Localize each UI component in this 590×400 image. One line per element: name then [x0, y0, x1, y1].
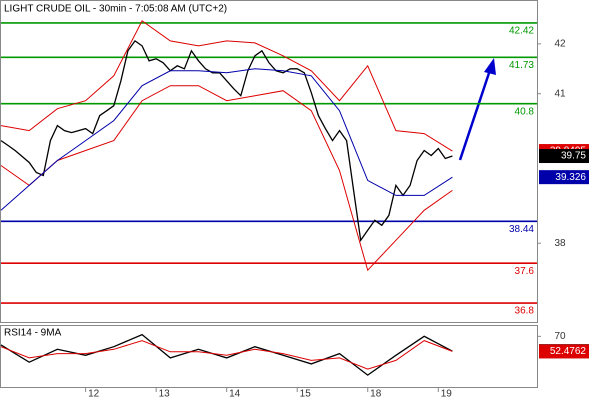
price-frame	[0, 0, 538, 323]
x-tick-label: 15	[300, 389, 312, 400]
series-line	[0, 20, 453, 152]
y-tick-label: 70	[554, 331, 566, 342]
series-line	[0, 340, 453, 370]
last-value-label: 39.326	[555, 172, 586, 183]
x-tick-label: 19	[441, 389, 453, 400]
x-tick-label: 18	[370, 389, 382, 400]
rsi-title: RSI14 - 9MA	[4, 328, 62, 339]
level-label: 36.8	[515, 306, 535, 317]
series-line	[0, 68, 453, 211]
level-label: 37.6	[515, 266, 535, 277]
series-line	[0, 39, 453, 243]
x-tick-label: 13	[159, 389, 171, 400]
y-tick-label: 38	[554, 238, 566, 249]
level-label: 41.73	[509, 60, 534, 71]
series-line	[0, 85, 453, 272]
last-value-box	[539, 149, 589, 164]
y-tick-label: 41	[554, 88, 566, 99]
level-label: 38.44	[509, 224, 534, 235]
rsi-frame	[0, 325, 538, 388]
last-value-label: 52.4762	[550, 346, 587, 357]
level-label: 42.42	[509, 26, 534, 37]
x-tick-label: 12	[88, 389, 100, 400]
chart-title: LIGHT CRUDE OIL - 30min - 7:05:08 AM (UT…	[4, 4, 227, 15]
forecast-arrow	[458, 58, 496, 161]
last-value-box	[539, 344, 589, 359]
x-tick-label: 14	[229, 389, 241, 400]
y-tick-label: 42	[554, 39, 566, 50]
last-value-label: 39.75	[561, 151, 586, 162]
level-label: 40.8	[515, 106, 535, 117]
last-value-box	[539, 170, 589, 185]
